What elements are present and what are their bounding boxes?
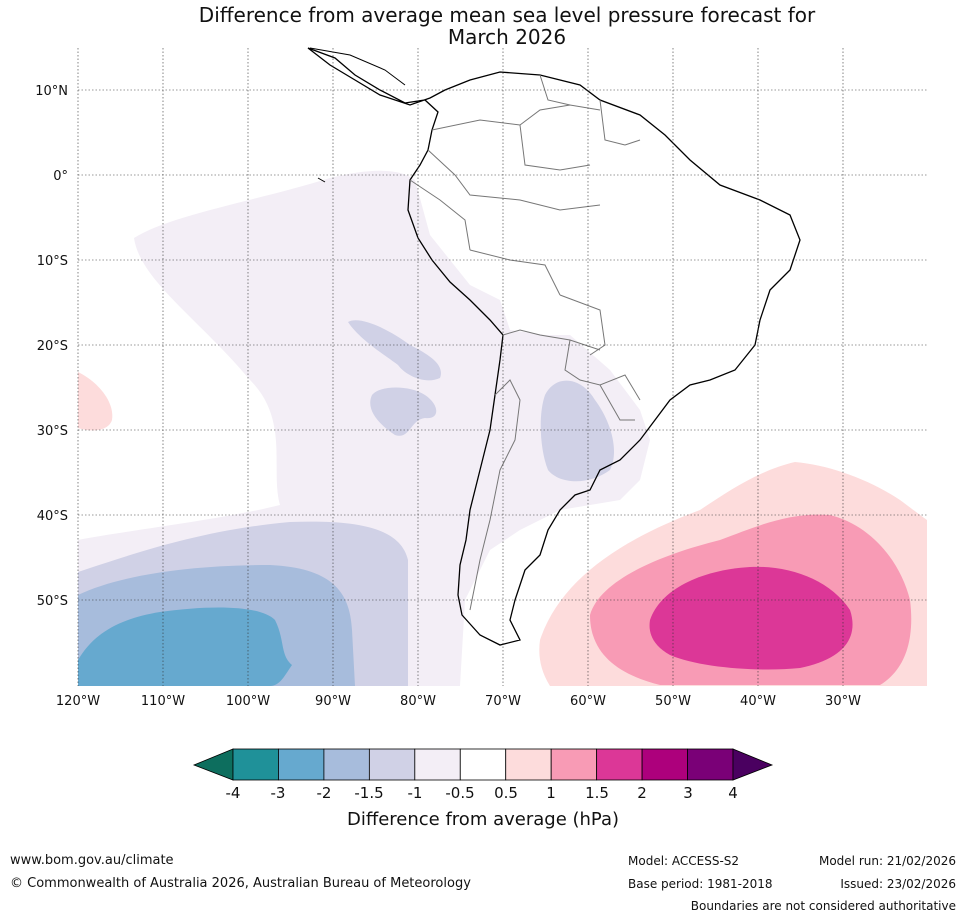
colorbar-arrow-high: [732, 748, 774, 781]
lon-label: 80°W: [400, 694, 436, 709]
lat-label: 10°N: [35, 84, 68, 99]
colorbar-title: Difference from average (hPa): [347, 809, 619, 830]
lon-label: 40°W: [740, 694, 776, 709]
contour-neg-2: [78, 607, 292, 686]
contour-neg-1-blob1: [348, 320, 441, 381]
coastlines: [307, 47, 801, 646]
colorbar-tick: 3: [683, 784, 693, 802]
lon-label: 60°W: [570, 694, 606, 709]
colorbar-tick: -0.5: [445, 784, 474, 802]
lon-label: 70°W: [485, 694, 521, 709]
south-america-coastline: [307, 47, 801, 646]
model-run-text: Model run: 21/02/2026: [818, 854, 956, 868]
lat-label: 30°S: [37, 424, 68, 439]
colorbar-tick: -3: [271, 784, 286, 802]
colorbar-bin: [596, 748, 643, 781]
colorbar-tick: -4: [226, 784, 241, 802]
colorbar-tick: 1.5: [585, 784, 609, 802]
colorbar-bins: [232, 748, 734, 781]
colorbar-bin: [641, 748, 688, 781]
latitude-labels: 10°N 0° 10°S 20°S 30°S 40°S 50°S: [35, 84, 68, 609]
contour-neg-1-plata: [540, 380, 615, 482]
lon-label: 30°W: [825, 694, 861, 709]
colorbar-tick: 0.5: [494, 784, 518, 802]
colorbar-bin: [323, 748, 370, 781]
contour-pos-0.5-west: [78, 372, 113, 431]
colorbar-tick: -1: [408, 784, 423, 802]
lat-label: 20°S: [37, 339, 68, 354]
lon-label: 100°W: [226, 694, 270, 709]
copyright-text: © Commonwealth of Australia 2026, Austra…: [10, 876, 471, 891]
base-period-text: Base period: 1981-2018: [628, 877, 773, 891]
country-borders: [409, 74, 641, 611]
colorbar-tick: -2: [317, 784, 332, 802]
colorbar-tick: 1: [546, 784, 556, 802]
lon-label: 120°W: [56, 694, 100, 709]
colorbar-bin: [505, 748, 552, 781]
website-link[interactable]: www.bom.gov.au/climate: [10, 853, 174, 868]
lon-label: 90°W: [315, 694, 351, 709]
colorbar-ticks: -4 -3 -2 -1.5 -1 -0.5 0.5 1 1.5 2 3 4: [226, 784, 738, 802]
central-america: [309, 47, 406, 183]
lon-label: 110°W: [141, 694, 185, 709]
contour-pos-1.5: [649, 566, 853, 670]
graticule: [77, 48, 927, 686]
lat-label: 10°S: [37, 254, 68, 269]
longitude-labels: 120°W 110°W 100°W 90°W 80°W 70°W 60°W 50…: [56, 694, 861, 709]
colorbar-arrow-low: [192, 748, 234, 781]
colorbar-bin: [368, 748, 416, 781]
disclaimer-text: Boundaries are not considered authoritat…: [690, 899, 956, 913]
issued-text: Issued: 23/02/2026: [840, 877, 956, 891]
title-line-1: Difference from average mean sea level p…: [198, 3, 816, 27]
colorbar-bin: [459, 748, 507, 781]
title-line-2: March 2026: [447, 25, 567, 49]
colorbar-tick: 4: [728, 784, 738, 802]
lon-label: 50°W: [655, 694, 691, 709]
lat-label: 0°: [53, 169, 68, 184]
chart-title: Difference from average mean sea level p…: [0, 4, 965, 48]
colorbar-tick: 2: [637, 784, 647, 802]
colorbar-bin: [414, 748, 461, 781]
colorbar-bin: [232, 748, 279, 781]
colorbar-bin: [550, 748, 598, 781]
lat-label: 40°S: [37, 509, 68, 524]
lat-label: 50°S: [37, 594, 68, 609]
colorbar-tick: -1.5: [354, 784, 383, 802]
colorbar-bin: [687, 748, 734, 781]
contour-neg-1-blob2: [370, 387, 437, 436]
colorbar: -4 -3 -2 -1.5 -1 -0.5 0.5 1 1.5 2 3 4 Di…: [192, 748, 774, 830]
colorbar-bin: [278, 748, 325, 781]
anomaly-contours: [78, 170, 927, 687]
model-text: Model: ACCESS-S2: [628, 854, 740, 868]
